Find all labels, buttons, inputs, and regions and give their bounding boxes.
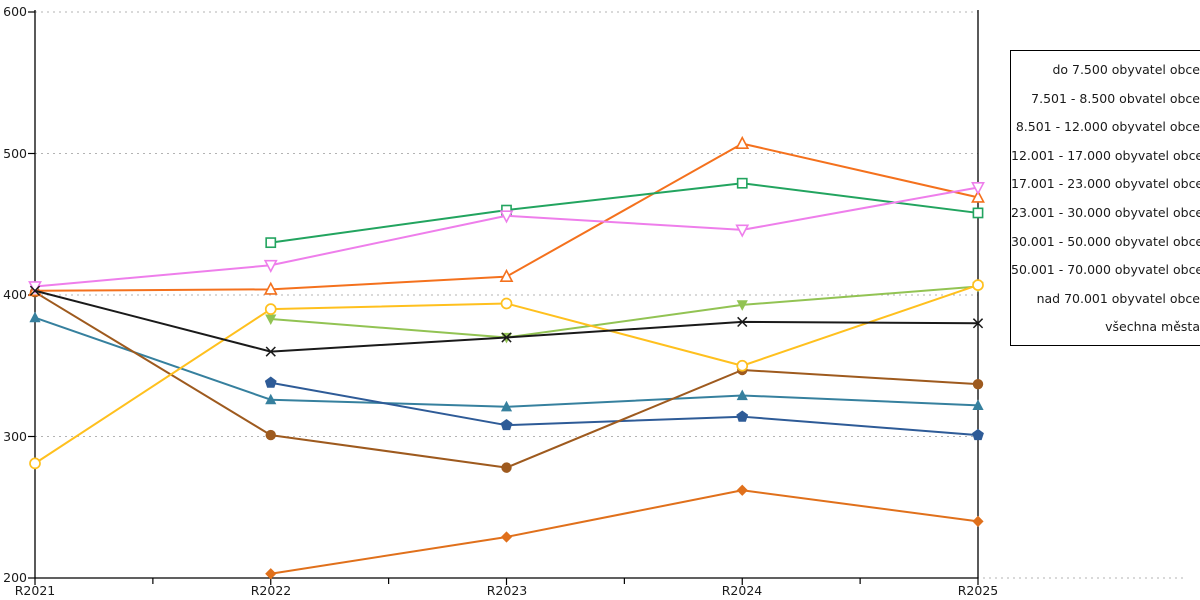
x-tick-label: R2021 [14, 583, 56, 598]
marker-pentagon [500, 418, 513, 431]
marker-pentagon [972, 428, 984, 441]
y-tick-label: 200 [3, 570, 27, 585]
marker-x [501, 332, 512, 343]
legend-item: 17.001 - 23.000 obyvatel obce [1011, 176, 1200, 192]
marker-x [737, 316, 748, 328]
y-tick-label: 300 [3, 429, 27, 444]
legend-item: 7.501 - 8.500 obvatel obce [1031, 90, 1200, 106]
series-line-2 [34, 291, 979, 469]
x-tick-label: R2025 [957, 583, 999, 598]
legend-item: do 7.500 obyvatel obce [1052, 62, 1200, 77]
marker-x [972, 318, 984, 329]
marker-triangle [265, 393, 277, 405]
series-line-8 [269, 489, 979, 575]
marker-triangle-open [971, 189, 985, 203]
series-line-7 [34, 284, 979, 465]
series-line-4 [269, 182, 979, 244]
legend-item: všechna města [1105, 319, 1200, 335]
marker-diamond [736, 484, 748, 496]
marker-triangle-down-open [499, 210, 514, 224]
marker-x [265, 346, 276, 357]
marker-circle-open [500, 297, 513, 310]
marker-triangle [972, 399, 984, 410]
marker-triangle [29, 311, 41, 323]
marker-diamond [500, 531, 513, 543]
y-tick-label: 400 [3, 287, 27, 302]
marker-diamond [265, 568, 277, 580]
marker-triangle-down [736, 300, 748, 311]
series-line-0 [34, 316, 979, 408]
marker-circle-open [736, 359, 749, 372]
marker-circle-open [264, 303, 277, 315]
marker-triangle-open [499, 268, 514, 283]
marker-pentagon [264, 376, 277, 388]
marker-circle [501, 462, 512, 473]
marker-circle-open [29, 457, 41, 470]
marker-triangle [736, 389, 748, 401]
x-tick-label: R2023 [486, 583, 528, 598]
marker-square-open [972, 207, 984, 219]
marker-square-open [736, 177, 748, 189]
legend-item: 50.001 - 70.000 obyvatel obce [1011, 262, 1200, 278]
marker-circle-open [972, 279, 984, 291]
y-tick-label: 600 [3, 4, 27, 19]
marker-circle [972, 378, 984, 390]
marker-triangle-open [263, 281, 278, 295]
legend-item: 30.001 - 50.000 obyvatel obce [1011, 233, 1200, 249]
marker-diamond [972, 515, 984, 527]
legend: do 7.500 obyvatel obce 7.501 - 8.500 obv… [1010, 50, 1200, 346]
x-tick-label: R2024 [721, 583, 763, 598]
marker-triangle-down-open [735, 224, 750, 238]
marker-triangle-down-open [263, 259, 278, 273]
y-tick-label: 500 [3, 146, 27, 161]
marker-pentagon [736, 410, 749, 422]
marker-triangle-down [265, 314, 277, 326]
marker-triangle-down-open [971, 182, 985, 196]
series-line-6 [269, 285, 979, 339]
x-tick-label: R2022 [250, 583, 292, 598]
series-line-1 [269, 381, 979, 437]
marker-x [29, 285, 41, 296]
marker-square-open [265, 237, 277, 249]
marker-circle [265, 429, 276, 441]
legend-item: 12.001 - 17.000 obyvatel obce [1011, 147, 1200, 163]
legend-item: 8.501 - 12.000 obyvatel obce [1015, 119, 1200, 135]
legend-item: nad 70.001 obyvatel obce [1036, 290, 1200, 306]
marker-triangle [500, 400, 513, 412]
marker-triangle-open [735, 135, 750, 149]
legend-item: 23.001 - 30.000 obyvatel obce [1011, 204, 1200, 220]
